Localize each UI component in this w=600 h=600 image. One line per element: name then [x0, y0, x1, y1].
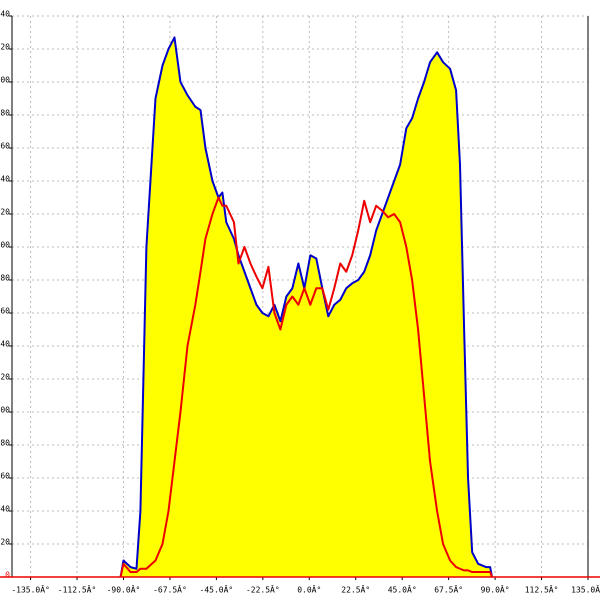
y-tick-label: 100 [0, 406, 10, 415]
y-tick-label: 200 [0, 241, 10, 250]
y-tick-label: 140 [0, 340, 10, 349]
y-tick-label: 80 [0, 439, 10, 448]
x-tick-label: -112.5Â° [58, 584, 97, 595]
y-tick-label: 60 [0, 472, 10, 481]
x-tick-label: 45.0Â° [388, 584, 417, 595]
x-tick-label: 22.5Â° [341, 584, 370, 595]
x-tick-label: 90.0Â° [481, 584, 510, 595]
series-line [119, 36, 493, 578]
y-tick-label: 40 [0, 505, 10, 514]
y-tick-label: 160 [0, 307, 10, 316]
y-tick-label: 280 [0, 109, 10, 118]
series-line [119, 196, 493, 578]
y-tick-label: 0 [5, 571, 10, 580]
x-tick-label: -90.0Â° [107, 584, 141, 595]
y-tick-label: 120 [0, 373, 10, 382]
y-tick-label: 240 [0, 175, 10, 184]
plot [119, 36, 493, 578]
x-tick-label: 0.0Â° [297, 584, 321, 595]
labels: 0 20 40 60 80 100 120 140 160 180 200 220 240 260 280 3… [0, 10, 600, 595]
y-tick-label: 320 [0, 43, 10, 52]
x-tick-label: -45.0Â° [200, 584, 234, 595]
x-tick-label: -135.0Â° [11, 584, 50, 595]
y-tick-label: 220 [0, 208, 10, 217]
y-tick-label: 260 [0, 142, 10, 151]
area-fill [120, 37, 492, 577]
x-tick-label: 135.0Â° [571, 584, 600, 595]
x-tick-label: -67.5Â° [153, 584, 187, 595]
y-tick-label: 340 [0, 10, 10, 19]
y-tick-label: 180 [0, 274, 10, 283]
y-tick-label: 300 [0, 76, 10, 85]
y-tick-label: 20 [0, 538, 10, 547]
x-tick-label: 67.5Â° [434, 584, 463, 595]
x-tick-label: 112.5Â° [525, 584, 559, 595]
x-tick-label: -22.5Â° [246, 584, 280, 595]
